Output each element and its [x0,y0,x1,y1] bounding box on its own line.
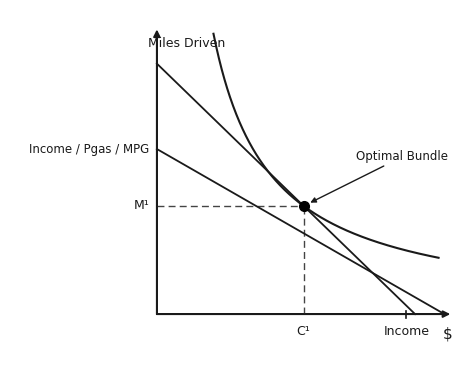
Text: Income / Pgas / MPG: Income / Pgas / MPG [29,142,149,156]
Text: $: $ [443,327,452,342]
Text: Income: Income [383,325,429,338]
Text: M¹: M¹ [134,199,149,212]
Text: C¹: C¹ [297,325,310,338]
Text: Miles Driven: Miles Driven [148,36,225,50]
Text: Optimal Bundle: Optimal Bundle [311,150,448,202]
